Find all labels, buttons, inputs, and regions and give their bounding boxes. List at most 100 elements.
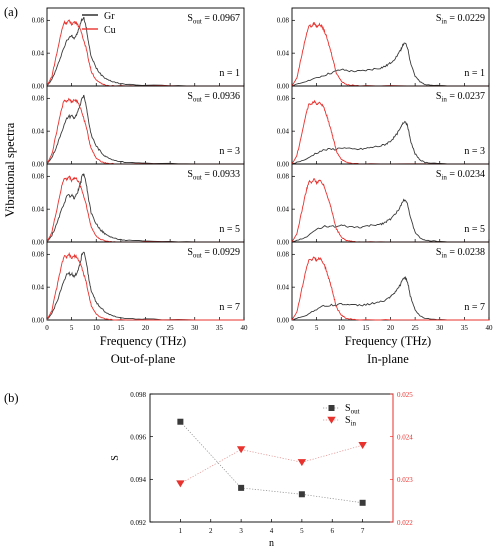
data-point-s-out (298, 491, 305, 498)
y-axis-label-s: S (110, 455, 121, 461)
x-tick-label: 0 (45, 324, 49, 332)
x-tick-label: 6 (331, 527, 335, 535)
x-tick-label: 7 (361, 527, 365, 535)
x-tick-label: 5 (315, 324, 319, 332)
series-line-s-out (180, 421, 363, 504)
data-point-s-in (176, 480, 185, 488)
y-tick-label: 0.00 (277, 82, 290, 90)
y-tick-label-right: 0.022 (397, 519, 413, 527)
y-tick-label: 0.08 (277, 173, 290, 181)
y-tick-label: 0.00 (277, 160, 290, 168)
series-line-cu (291, 256, 489, 321)
series-line-gr (291, 198, 489, 243)
x-tick-label: 40 (486, 324, 494, 332)
series-line-cu (46, 19, 244, 87)
spectrum-panel: 0.00 0.04 0.08 0 5 10 15 20 25 30 35 40 Sout = 0.092… (32, 241, 249, 332)
n-label: n = 5 (464, 224, 485, 235)
y-tick-label-left: 0.092 (130, 519, 146, 527)
y-tick-label: 0.04 (277, 50, 290, 58)
x-tick-label: 30 (436, 324, 444, 332)
spectrum-panel: 0.00 0.04 0.08 Sin = 0.0237 n = 3 (277, 85, 490, 168)
subtitle-out-of-plane: Out-of-plane (111, 352, 176, 366)
y-tick-label: 0.08 (277, 95, 290, 103)
spectrum-panel: 0.00 0.04 0.08 Sin = 0.0234 n = 5 (277, 163, 490, 246)
panel-b-s-vs-n: 1 2 3 4 5 6 7 0.092 0.094 0.096 0.098 0.022 0.023 0.0… (110, 391, 413, 549)
x-tick-label: 35 (216, 324, 224, 332)
y-tick-label-right: 0.023 (397, 476, 413, 484)
panel-b-label: (b) (4, 391, 19, 405)
y-tick-label-right: 0.024 (397, 433, 413, 441)
x-tick-label: 25 (167, 324, 175, 332)
s-value-annotation: Sout = 0.0929 (187, 247, 240, 260)
y-tick-label-left: 0.096 (130, 433, 146, 441)
series-line-gr (46, 251, 244, 321)
x-tick-label: 5 (70, 324, 74, 332)
x-tick-label: 10 (338, 324, 346, 332)
x-tick-label: 30 (191, 324, 199, 332)
y-tick-label-right: 0.025 (397, 391, 413, 399)
series-line-cu (291, 99, 489, 165)
legend-label-s-in: Sin (345, 415, 357, 428)
series-line-cu (46, 97, 244, 165)
data-point-s-out (177, 418, 184, 425)
y-tick-label: 0.00 (32, 82, 45, 90)
s-value-annotation: Sin = 0.0234 (436, 169, 485, 182)
spectrum-panel: 0.00 0.04 0.08 0 5 10 15 20 25 30 35 40 Sin = 0.0238… (277, 241, 494, 332)
x-tick-label: 15 (362, 324, 370, 332)
x-tick-label: 2 (209, 527, 213, 535)
series-line-gr (46, 16, 244, 87)
n-label: n = 7 (464, 302, 485, 313)
series-line-gr (291, 120, 489, 165)
series-line-s-in (180, 444, 363, 484)
series-line-gr (291, 276, 489, 321)
legend-marker-s-in (327, 416, 336, 424)
n-label: n = 3 (219, 146, 240, 157)
y-tick-label: 0.00 (32, 316, 45, 324)
s-value-annotation: Sout = 0.0967 (187, 13, 240, 26)
y-tick-label: 0.04 (277, 284, 290, 292)
y-tick-label: 0.04 (277, 128, 290, 136)
spectrum-panel: 0.00 0.04 0.08 Sout = 0.0936 n = 3 (32, 85, 245, 168)
data-point-s-in (297, 459, 307, 467)
x-axis-label-in-plane: Frequency (THz) (345, 334, 431, 348)
y-tick-label: 0.08 (277, 251, 290, 259)
legend-label-gr: Gr (104, 11, 115, 22)
x-tick-label: 0 (290, 324, 294, 332)
x-tick-label: 20 (387, 324, 395, 332)
y-tick-label: 0.04 (32, 206, 45, 214)
x-tick-label: 15 (117, 324, 125, 332)
s-value-annotation: Sin = 0.0237 (436, 91, 485, 104)
x-tick-label: 40 (241, 324, 249, 332)
y-tick-label-left: 0.098 (130, 391, 146, 399)
series-line-gr (46, 94, 244, 165)
x-tick-label: 4 (270, 527, 274, 535)
y-tick-label: 0.04 (32, 128, 45, 136)
legend-label-cu: Cu (104, 25, 116, 36)
x-tick-label: 1 (179, 527, 183, 535)
n-label: n = 1 (219, 68, 240, 79)
x-axis-label-n: n (269, 538, 274, 549)
y-tick-label: 0.08 (32, 251, 45, 259)
y-tick-label: 0.08 (32, 17, 45, 25)
y-axis-label-spectra: Vibrational spectra (3, 122, 17, 217)
series-line-gr (291, 42, 489, 87)
panel-a-label: (a) (4, 5, 18, 19)
data-point-s-out (238, 484, 245, 491)
x-tick-label: 10 (93, 324, 101, 332)
y-tick-label: 0.08 (32, 95, 45, 103)
n-label: n = 7 (219, 302, 240, 313)
y-tick-label-left: 0.094 (130, 476, 146, 484)
spectrum-panel: 0.00 0.04 0.08 Sin = 0.0229 n = 1 (277, 7, 490, 90)
x-tick-label: 35 (461, 324, 469, 332)
s-value-annotation: Sout = 0.0933 (187, 169, 240, 182)
x-axis-label-out-of-plane: Frequency (THz) (100, 334, 186, 348)
y-tick-label: 0.08 (32, 173, 45, 181)
n-label: n = 3 (464, 146, 485, 157)
x-tick-label: 20 (142, 324, 150, 332)
series-line-cu (46, 251, 244, 321)
series-line-gr (46, 173, 244, 243)
